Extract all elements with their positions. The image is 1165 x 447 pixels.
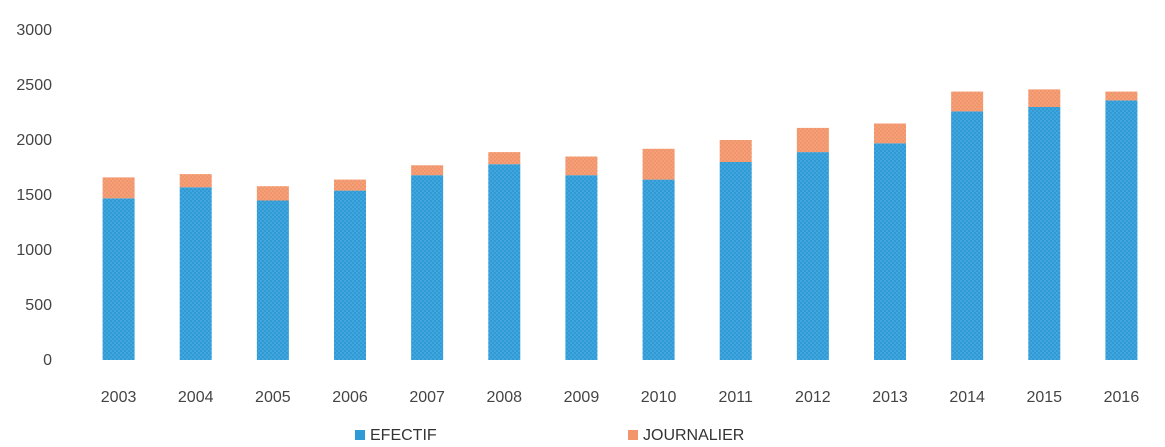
x-tick-label: 2014 (949, 389, 985, 406)
bar-texture (411, 175, 444, 360)
bar-texture (796, 127, 829, 153)
legend-label-journalier: JOURNALIER (643, 427, 744, 444)
bar-texture (1105, 100, 1138, 361)
x-tick-label: 2006 (332, 389, 368, 406)
y-tick-label: 1000 (16, 242, 52, 259)
bar-texture (1028, 89, 1061, 107)
bar-texture (256, 186, 289, 201)
bar-texture (256, 200, 289, 360)
legend-label-efectif: EFECTIF (370, 427, 437, 444)
y-tick-label: 2000 (16, 132, 52, 149)
x-tick-label: 2005 (255, 389, 291, 406)
y-tick-label: 500 (25, 297, 52, 314)
x-tick-label: 2009 (564, 389, 600, 406)
x-tick-label: 2015 (1026, 389, 1062, 406)
bar-texture (719, 140, 752, 162)
bar-texture (565, 156, 598, 176)
bar-texture (411, 165, 444, 176)
bar-texture (179, 174, 212, 188)
bar-texture (951, 91, 984, 112)
x-tick-label: 2012 (795, 389, 831, 406)
bar-texture (102, 198, 135, 360)
x-tick-label: 2007 (409, 389, 445, 406)
y-tick-label: 1500 (16, 187, 52, 204)
x-tick-label: 2003 (101, 389, 137, 406)
bars (102, 89, 1138, 361)
bar-texture (796, 152, 829, 360)
legend: EFECTIF JOURNALIER (355, 427, 744, 444)
x-tick-label: 2016 (1104, 389, 1140, 406)
bar-texture (951, 111, 984, 361)
x-tick-label: 2013 (872, 389, 908, 406)
bar-texture (565, 175, 598, 360)
x-tick-label: 2004 (178, 389, 214, 406)
x-axis: 2003 2004 2005 2006 2007 2008 2009 2010 2011 2012… (101, 389, 1140, 406)
bar-texture (488, 164, 521, 360)
bar-texture (488, 152, 521, 165)
legend-swatch-journalier (628, 430, 638, 440)
bar-texture (642, 148, 675, 180)
y-tick-label: 2500 (16, 77, 52, 94)
y-axis: 0 500 1000 1500 2000 2500 3000 (16, 22, 52, 369)
bar-texture (102, 177, 135, 199)
bar-texture (642, 179, 675, 360)
x-tick-label: 2008 (486, 389, 522, 406)
bar-texture (874, 123, 906, 144)
bar-texture (334, 179, 366, 191)
bar-texture (1105, 91, 1138, 101)
legend-swatch-efectif (355, 430, 365, 440)
bar-texture (719, 162, 752, 360)
x-tick-label: 2010 (641, 389, 677, 406)
y-tick-label: 3000 (16, 22, 52, 39)
y-tick-label: 0 (43, 352, 52, 369)
bar-texture (179, 187, 212, 360)
bar-texture (1028, 107, 1061, 360)
bar-texture (874, 143, 906, 360)
x-tick-label: 2011 (719, 389, 754, 406)
bar-texture (334, 190, 366, 360)
